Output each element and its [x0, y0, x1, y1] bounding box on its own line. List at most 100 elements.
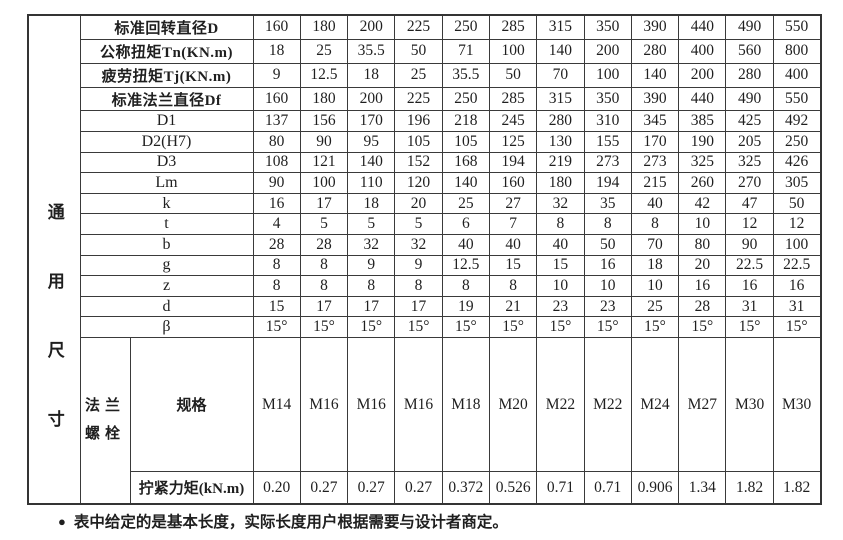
value-cell: 18 [347, 62, 396, 88]
value-cell: 15° [725, 316, 774, 338]
table-row: 通用尺寸 标准回转直径D 160 180 200 225 250 285 315 350 390 44… [27, 14, 822, 505]
value-cell: 25 [299, 38, 349, 64]
value-cell: 15° [678, 316, 727, 338]
value-cell: 27 [488, 192, 538, 215]
value-cell: 15° [772, 316, 822, 338]
value-cell: 15° [583, 316, 632, 338]
value-cell: M24 [630, 336, 680, 473]
value-cell: 80 [252, 131, 301, 153]
value-cell: M30 [725, 336, 774, 473]
value-cell: 100 [299, 172, 349, 194]
value-cell: 15° [441, 316, 490, 338]
value-cell: 12.5 [441, 254, 490, 277]
value-cell: 194 [488, 151, 538, 174]
flange-bolt-label: 法兰螺栓 [84, 397, 125, 443]
value-cell: 31 [772, 295, 822, 318]
flange-bolt-group-cell: 法兰螺栓 [79, 336, 131, 505]
value-cell: 490 [725, 86, 774, 112]
value-cell: 194 [583, 172, 632, 194]
value-cell: 0.906 [630, 471, 680, 505]
value-cell: 440 [678, 14, 727, 40]
value-cell: 25 [630, 295, 680, 318]
value-cell: 90 [299, 131, 349, 153]
value-cell: 32 [536, 192, 585, 215]
value-cell: 5 [299, 213, 349, 235]
value-cell: 16 [772, 275, 822, 297]
value-cell: 35 [583, 192, 632, 215]
table-row: 疲劳扭矩Tj(KN.m) 9 12.5 18 25 35.5 50 70 100 140 200 28… [28, 62, 822, 88]
value-cell: 22.5 [725, 254, 774, 277]
value-cell: M22 [583, 336, 632, 473]
value-cell: 390 [630, 14, 680, 40]
value-cell: 0.71 [583, 471, 632, 505]
value-cell: 32 [394, 233, 443, 256]
value-cell: 400 [772, 62, 822, 88]
value-cell: 12 [725, 213, 774, 235]
value-cell: 25 [441, 192, 490, 215]
value-cell: 28 [299, 233, 349, 256]
value-cell: 40 [536, 233, 585, 256]
value-cell: 225 [394, 14, 443, 40]
value-cell: 440 [678, 86, 727, 112]
row-label: 标准回转直径D [79, 14, 254, 40]
value-cell: 50 [772, 192, 822, 215]
value-cell: 200 [347, 14, 396, 40]
value-cell: 50 [488, 62, 538, 88]
value-cell: 190 [678, 131, 727, 153]
spec-table-body: 通用尺寸 标准回转直径D 160 180 200 225 250 285 315 350 390 44… [27, 14, 822, 505]
value-cell: 0.526 [488, 471, 538, 505]
value-cell: 0.372 [441, 471, 490, 505]
value-cell: 10 [583, 275, 632, 297]
value-cell: 245 [488, 110, 538, 133]
table-row: 标准法兰直径Df 160 180 200 225 250 285 315 350 390 440 49… [28, 86, 822, 112]
value-cell: 100 [583, 62, 632, 88]
value-cell: 280 [630, 38, 680, 64]
value-cell: 100 [488, 38, 538, 64]
value-cell: 16 [725, 275, 774, 297]
row-label: 标准法兰直径Df [79, 86, 254, 112]
value-cell: 196 [394, 110, 443, 133]
value-cell: M18 [441, 336, 490, 473]
value-cell: 0.71 [536, 471, 585, 505]
value-cell: 0.20 [252, 471, 301, 505]
value-cell: 170 [630, 131, 680, 153]
value-cell: 140 [536, 38, 585, 64]
value-cell: 15° [252, 316, 301, 338]
value-cell: 108 [252, 151, 301, 174]
value-cell: 120 [394, 172, 443, 194]
row-label: d [79, 295, 254, 318]
value-cell: 280 [725, 62, 774, 88]
value-cell: 170 [347, 110, 396, 133]
value-cell: 110 [347, 172, 396, 194]
value-cell: 155 [583, 131, 632, 153]
value-cell: 42 [678, 192, 727, 215]
value-cell: 25 [394, 62, 443, 88]
value-cell: 152 [394, 151, 443, 174]
value-cell: 800 [772, 38, 822, 64]
value-cell: 95 [347, 131, 396, 153]
value-cell: 160 [252, 14, 301, 40]
value-cell: 385 [678, 110, 727, 133]
value-cell: 9 [252, 62, 301, 88]
row-label: 拧紧力矩(kN.m) [129, 471, 254, 505]
table-row: 公称扭矩Tn(KN.m) 18 25 35.5 50 71 100 140 200 280 400 5… [28, 38, 822, 64]
value-cell: 0.27 [347, 471, 396, 505]
value-cell: 10 [630, 275, 680, 297]
value-cell: 18 [252, 38, 301, 64]
value-cell: 426 [772, 151, 822, 174]
value-cell: 315 [536, 14, 585, 40]
value-cell: 71 [441, 38, 490, 64]
value-cell: 50 [394, 38, 443, 64]
value-cell: 12 [772, 213, 822, 235]
value-cell: 47 [725, 192, 774, 215]
table-row: t 4 5 5 5 6 7 8 8 8 10 12 12 [28, 213, 822, 235]
value-cell: 15 [252, 295, 301, 318]
value-cell: 285 [488, 14, 538, 40]
value-cell: 315 [536, 86, 585, 112]
value-cell: 21 [488, 295, 538, 318]
value-cell: 105 [441, 131, 490, 153]
value-cell: 10 [536, 275, 585, 297]
value-cell: 35.5 [441, 62, 490, 88]
value-cell: 28 [252, 233, 301, 256]
